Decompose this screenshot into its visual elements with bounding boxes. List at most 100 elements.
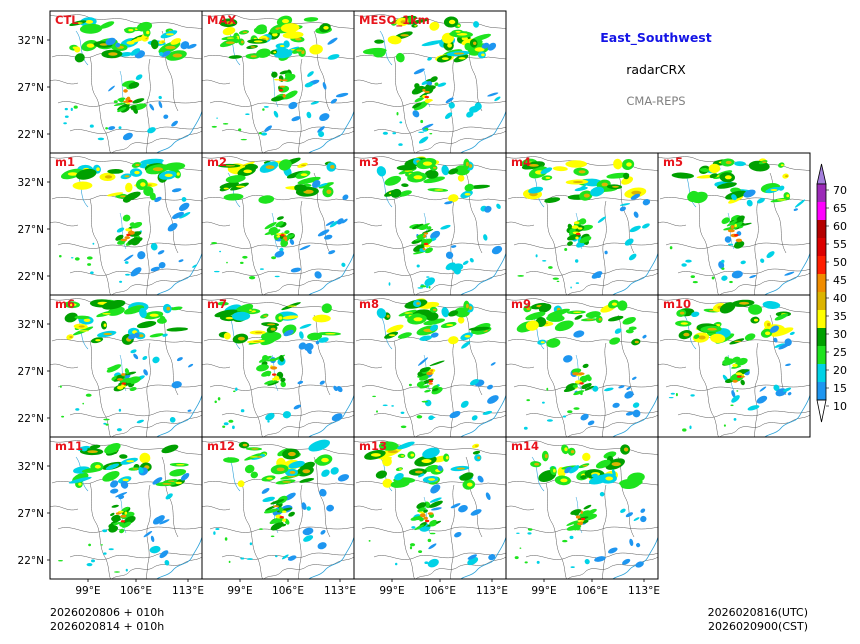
panel-label: m12	[207, 439, 235, 453]
reflectivity-echoes	[60, 299, 194, 432]
lon-tick-label: 106°E	[272, 585, 304, 597]
panel-label: MESO_1km	[359, 13, 430, 28]
panel-m9: m9	[505, 294, 659, 438]
panel-label: CTL	[55, 13, 79, 27]
colorbar-segment	[817, 238, 826, 256]
panel-label: m9	[511, 297, 531, 311]
colorbar-tick-label: 25	[833, 346, 847, 359]
panel-max: MAX	[201, 10, 355, 154]
lon-tick-label: 99°E	[227, 585, 252, 597]
lon-tick-label: 99°E	[531, 585, 556, 597]
colorbar-tick-label: 55	[833, 238, 847, 251]
lat-tick-label: 22°N	[18, 555, 44, 567]
lon-tick-label: 113°E	[476, 585, 508, 597]
reflectivity-echoes	[516, 299, 647, 430]
colorbar-tick-label: 45	[833, 274, 847, 287]
colorbar-segment	[817, 256, 826, 274]
reflectivity-echoes	[668, 299, 795, 432]
lat-tick-label: 27°N	[18, 366, 44, 378]
lon-tick-label: 106°E	[424, 585, 456, 597]
panel-label: m3	[359, 155, 379, 169]
lat-tick-label: 32°N	[18, 461, 44, 473]
lon-tick-label: 113°E	[172, 585, 204, 597]
lat-tick-label: 27°N	[18, 508, 44, 520]
panel-m5: m5	[657, 152, 811, 296]
panel-label: MAX	[207, 13, 236, 27]
init-time-cst: 2026020814 + 010h	[50, 620, 164, 633]
panel-label: m13	[359, 439, 387, 453]
lon-tick-label: 106°E	[120, 585, 152, 597]
reflectivity-echoes	[58, 443, 190, 573]
colorbar-segment	[817, 184, 826, 202]
panel-m6: m6 32°N 27°N 22°N	[18, 294, 203, 438]
reflectivity-echoes	[63, 17, 197, 141]
reflectivity-echoes	[362, 15, 501, 146]
colorbar-segment	[817, 346, 826, 364]
reflectivity-echoes	[213, 439, 350, 563]
colorbar: 70 65 60 55 50 45 40 35 30 25 20 15 10	[816, 163, 847, 423]
colorbar-tick-label: 20	[833, 364, 847, 377]
reflectivity-echoes	[59, 158, 197, 283]
init-time-utc: 2026020806 + 010h	[50, 606, 164, 619]
colorbar-tick-label: 65	[833, 202, 847, 215]
colorbar-segment	[817, 220, 826, 238]
colorbar-segment	[817, 364, 826, 382]
lat-tick-label: 27°N	[18, 224, 44, 236]
lat-tick-label: 27°N	[18, 82, 44, 94]
colorbar-tick-label: 35	[833, 310, 847, 323]
colorbar-tick-label: 30	[833, 328, 847, 341]
panel-grid: CTL 32°N 27°N 22°N MAX MESO_1km m1 32°N 27°N 22°N…	[18, 10, 811, 597]
colorbar-segment	[817, 274, 826, 292]
colorbar-tick-label: 40	[833, 292, 847, 305]
panel-label: m7	[207, 297, 227, 311]
panel-label: m11	[55, 439, 83, 453]
colorbar-segment	[817, 310, 826, 328]
lon-tick-label: 113°E	[628, 585, 660, 597]
variable-title: radarCRX	[626, 62, 686, 77]
panel-m12: m12 99°E 106°E 113°E	[201, 436, 356, 597]
lat-tick-label: 32°N	[18, 177, 44, 189]
panel-m8: m8	[353, 294, 507, 438]
lat-tick-label: 22°N	[18, 129, 44, 141]
lon-tick-label: 113°E	[324, 585, 356, 597]
lat-tick-label: 32°N	[18, 35, 44, 47]
colorbar-tick-label: 10	[833, 400, 847, 413]
lat-tick-label: 32°N	[18, 319, 44, 331]
panel-label: m14	[511, 439, 539, 453]
region-title: East_Southwest	[600, 30, 711, 46]
colorbar-tick-label: 60	[833, 220, 847, 233]
panel-m13: m13 99°E 106°E 113°E	[353, 436, 508, 597]
reflectivity-echoes	[376, 156, 503, 289]
panel-label: m4	[511, 155, 531, 169]
colorbar-tick-label: 50	[833, 256, 847, 269]
panel-m1: m1 32°N 27°N 22°N	[18, 152, 203, 296]
colorbar-tick-label: 70	[833, 184, 847, 197]
panel-label: m2	[207, 155, 227, 169]
colorbar-segment	[817, 202, 826, 220]
colorbar-under-triangle	[816, 399, 827, 423]
model-title: CMA-REPS	[626, 94, 685, 108]
reflectivity-echoes	[517, 158, 651, 289]
panel-label: m1	[55, 155, 75, 169]
reflectivity-echoes	[211, 157, 349, 280]
panel-m11: m11 32°N 27°N 22°N 99°E 106°E 113°E	[18, 436, 204, 597]
panel-ctl: CTL 32°N 27°N 22°N	[18, 10, 203, 154]
valid-time-utc: 2026020816(UTC)	[708, 606, 808, 619]
panel-m2: m2	[201, 152, 355, 296]
panel-label: m5	[663, 155, 683, 169]
panel-m14: m14 99°E 106°E 113°E	[505, 436, 660, 597]
lon-tick-label: 99°E	[75, 585, 100, 597]
panel-m7: m7	[201, 294, 355, 438]
colorbar-segment	[817, 292, 826, 310]
lat-tick-label: 22°N	[18, 271, 44, 283]
panel-meso-1km: MESO_1km	[353, 10, 507, 154]
lon-tick-label: 106°E	[576, 585, 608, 597]
reflectivity-echoes	[364, 441, 496, 568]
reflectivity-echoes	[214, 301, 343, 430]
colorbar-tick-label: 15	[833, 382, 847, 395]
panel-m10: m10	[657, 294, 811, 438]
reflectivity-echoes	[514, 444, 647, 568]
lat-tick-label: 22°N	[18, 413, 44, 425]
colorbar-segment	[817, 328, 826, 346]
